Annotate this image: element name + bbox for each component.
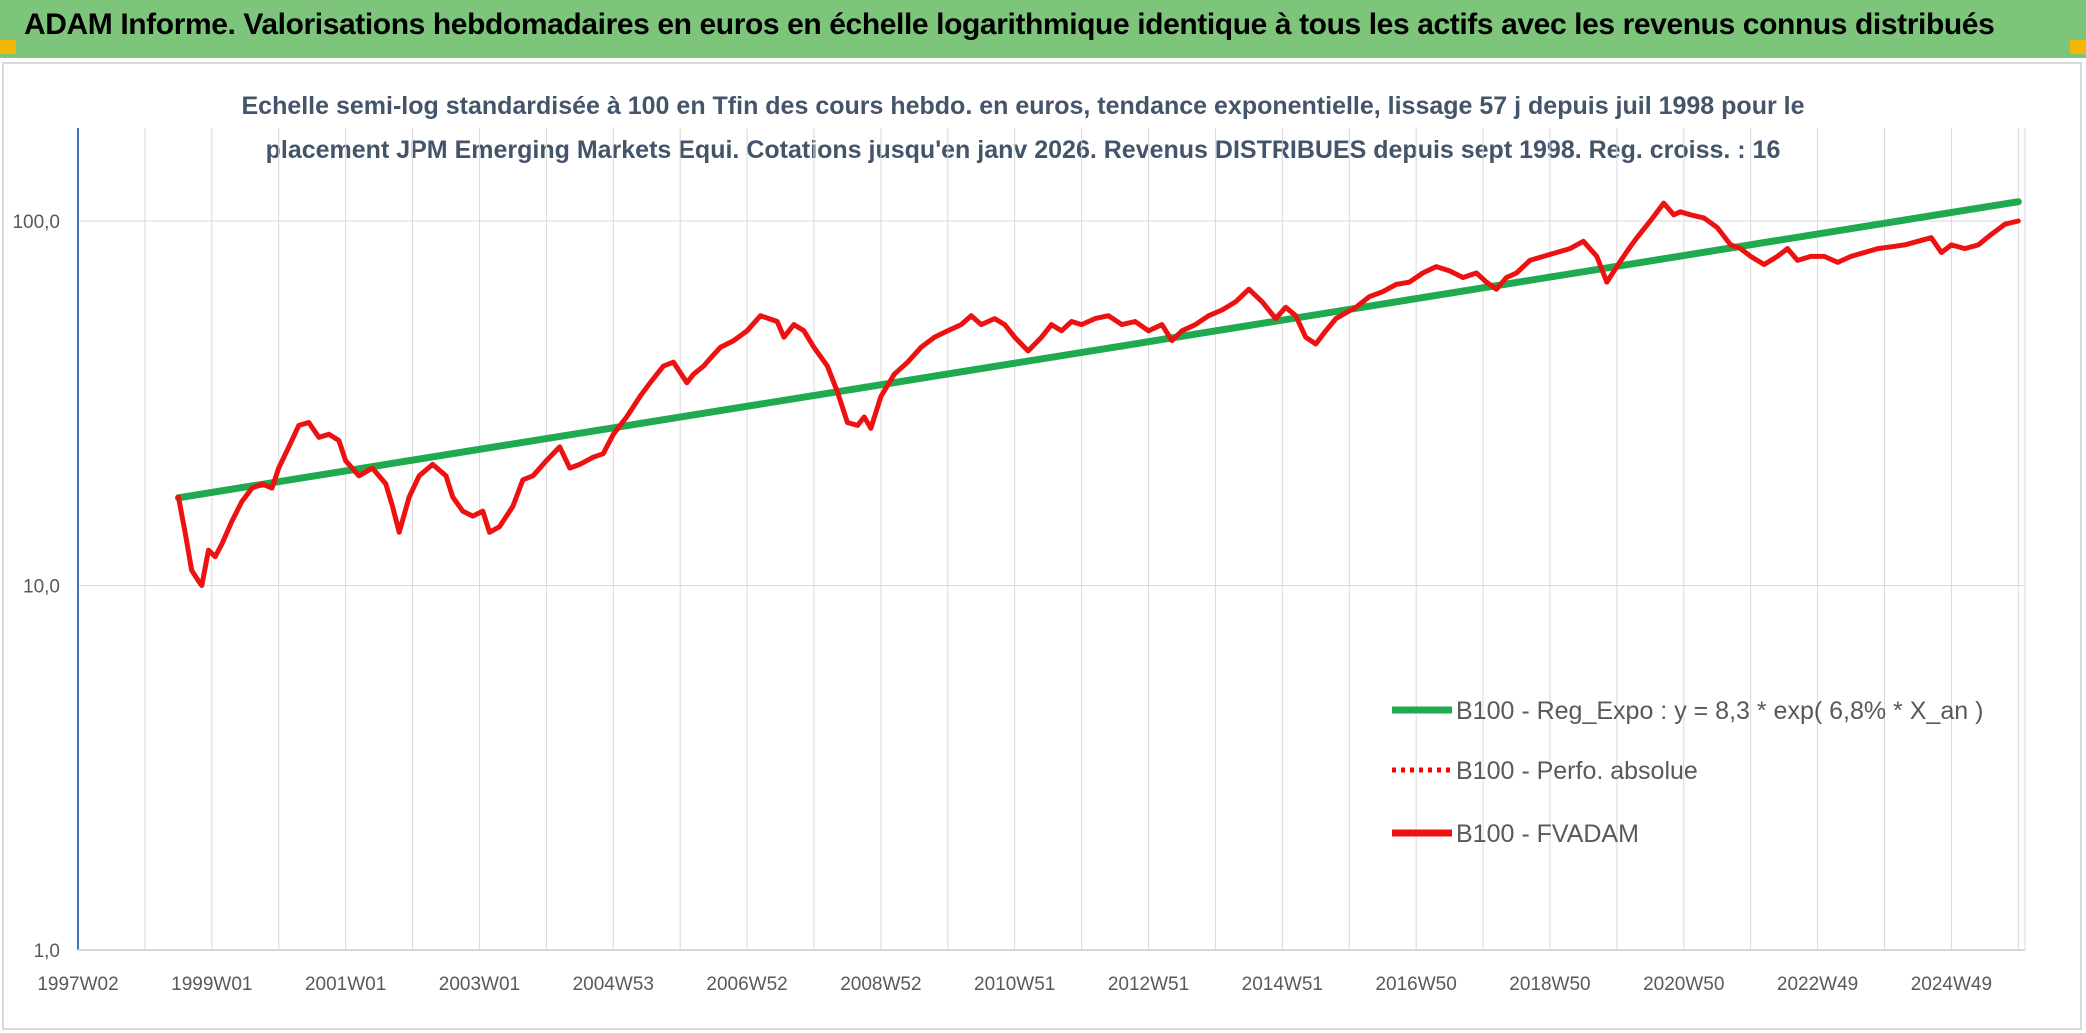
axes: 1,0 10,0 100,0 1997W02 1999W01 2001W01 2003W01… [12, 128, 2025, 995]
x-tick-label: 2014W51 [1242, 974, 1323, 995]
legend-label-regression: B100 - Reg_Expo : y = 8,3 * exp( 6,8% * … [1456, 697, 1983, 725]
chart-subtitle-line-1: Echelle semi-log standardisée à 100 en T… [241, 92, 1804, 120]
x-tick-label: 2004W53 [573, 974, 654, 995]
corner-marker-top-right [2070, 40, 2086, 54]
x-tick-label: 2024W49 [1911, 974, 1992, 995]
legend-label-perfo-absolue: B100 - Perfo. absolue [1456, 757, 1698, 785]
corner-marker-top-left [0, 40, 16, 54]
series [174, 198, 2022, 588]
x-tick-label: 2010W51 [974, 974, 1055, 995]
x-tick-label: 2006W52 [706, 974, 787, 995]
legend-label-fvadam: B100 - FVADAM [1456, 820, 1639, 848]
x-tick-label: 1997W02 [37, 974, 118, 995]
x-tick-label: 2020W50 [1643, 974, 1724, 995]
grid [77, 128, 2026, 951]
y-tick-label: 1,0 [34, 941, 60, 962]
x-tick-label: 2016W50 [1375, 974, 1456, 995]
x-tick-label: 2001W01 [305, 974, 386, 995]
header-bar [0, 0, 2086, 58]
x-tick-label: 2008W52 [840, 974, 921, 995]
report-title: ADAM Informe. Valorisations hebdomadaire… [24, 8, 1995, 41]
x-tick-label: 1999W01 [171, 974, 252, 995]
y-tick-label: 100,0 [12, 212, 60, 233]
series-regression-line [174, 198, 2022, 502]
x-tick-label: 2018W50 [1509, 974, 1590, 995]
chart-frame [2, 62, 2082, 1030]
chart-subtitle-line-2: placement JPM Emerging Markets Equi. Cot… [266, 136, 1781, 164]
x-tick-label: 2012W51 [1108, 974, 1189, 995]
x-tick-label: 2003W01 [439, 974, 520, 995]
legend: B100 - Reg_Expo : y = 8,3 * exp( 6,8% * … [1392, 697, 1983, 848]
y-tick-label: 10,0 [23, 577, 60, 598]
x-tick-label: 2022W49 [1777, 974, 1858, 995]
series-fvadam-line [175, 200, 2021, 588]
